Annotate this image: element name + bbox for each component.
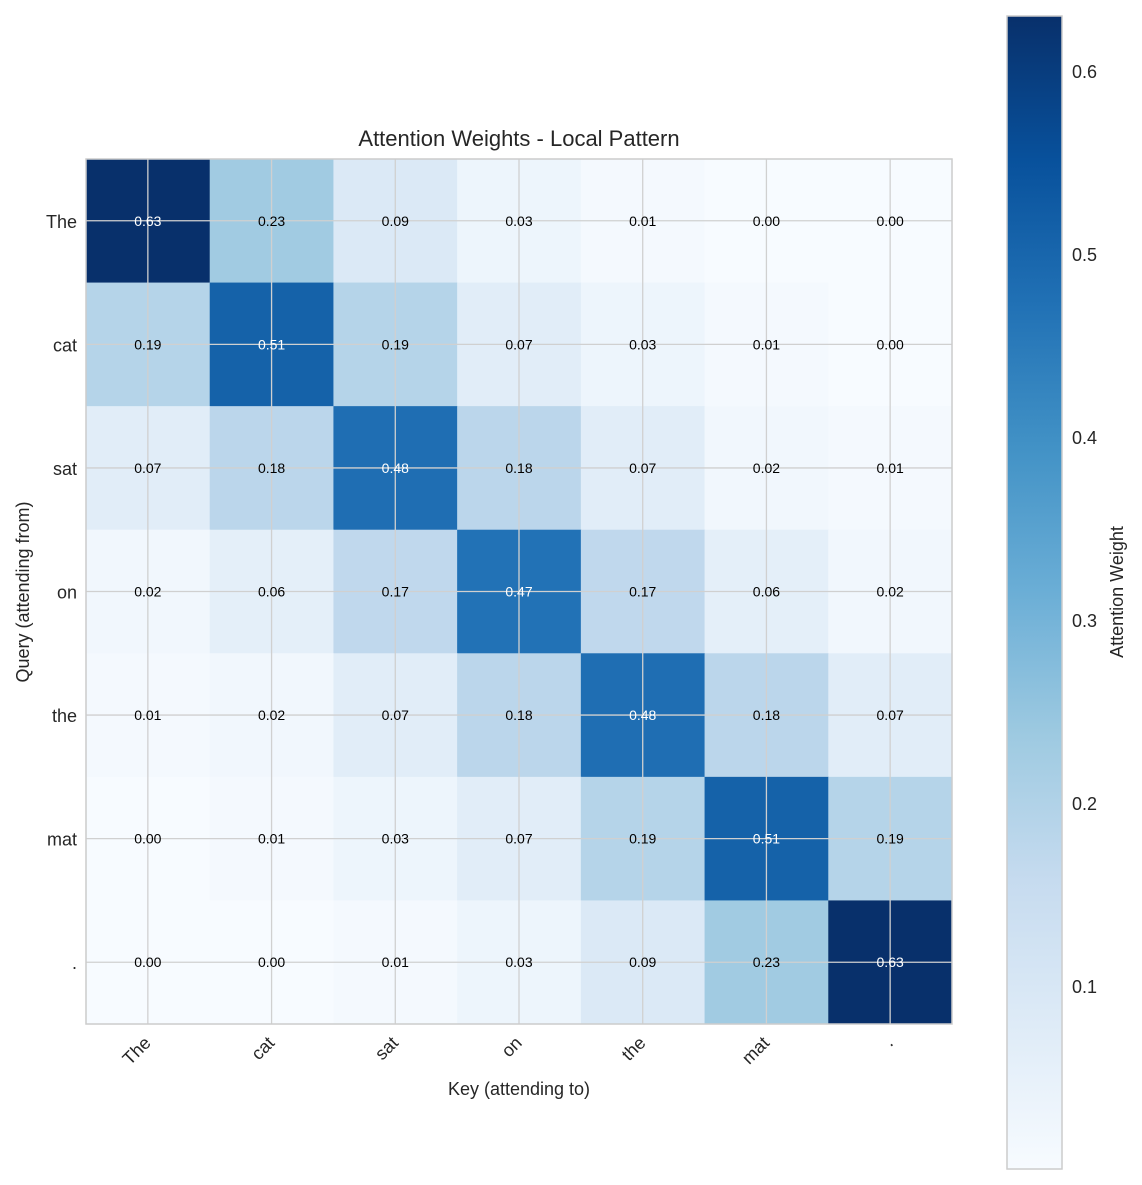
x-tick-label: mat (738, 1033, 773, 1068)
cell-value-label: 0.03 (629, 336, 656, 352)
cell-value-label: 0.01 (134, 707, 161, 723)
y-tick-labels: The cat sat on the mat. (46, 212, 77, 973)
cell-value-label: 0.03 (505, 213, 532, 229)
y-axis-label: Query (attending from) (13, 501, 33, 682)
x-tick-label: on (498, 1033, 526, 1061)
chart-title: Attention Weights - Local Pattern (358, 126, 679, 151)
cell-value-label: 0.07 (629, 460, 656, 476)
cell-value-label: 0.23 (753, 954, 780, 970)
cell-value-label: 0.18 (505, 460, 532, 476)
y-tick-label: on (57, 583, 77, 603)
cell-value-label: 0.06 (753, 584, 780, 600)
cell-value-label: 0.48 (382, 460, 409, 476)
cell-value-label: 0.18 (505, 707, 532, 723)
cell-value-label: 0.03 (382, 831, 409, 847)
heatmap-grid (86, 159, 952, 1024)
colorbar-tick-label: 0.1 (1072, 977, 1097, 997)
cell-value-label: 0.00 (134, 954, 161, 970)
cell-value-label: 0.01 (382, 954, 409, 970)
cell-value-label: 0.19 (382, 336, 409, 352)
cell-value-label: 0.23 (258, 213, 285, 229)
cell-value-label: 0.07 (505, 336, 532, 352)
cell-value-label: 0.03 (505, 954, 532, 970)
cell-value-label: 0.07 (505, 831, 532, 847)
cell-value-label: 0.06 (258, 584, 285, 600)
cell-value-label: 0.00 (134, 831, 161, 847)
cell-value-label: 0.19 (134, 336, 161, 352)
y-tick-label: the (52, 706, 77, 726)
colorbar-tick-label: 0.3 (1072, 611, 1097, 631)
colorbar-tick-label: 0.5 (1072, 245, 1097, 265)
cell-value-label: 0.09 (629, 954, 656, 970)
cell-value-label: 0.07 (382, 707, 409, 723)
y-tick-label: mat (47, 830, 77, 850)
x-tick-label: cat (247, 1033, 278, 1064)
cell-value-label: 0.17 (629, 584, 656, 600)
colorbar-tick-label: 0.6 (1072, 62, 1097, 82)
cell-value-label: 0.01 (258, 831, 285, 847)
cell-value-label: 0.09 (382, 213, 409, 229)
x-tick-labels: The cat sat on the mat. (119, 1033, 897, 1069)
colorbar-label: Attention Weight (1107, 526, 1127, 658)
colorbar-tick-label: 0.2 (1072, 794, 1097, 814)
x-tick-label: the (618, 1033, 650, 1065)
cell-value-label: 0.63 (134, 213, 161, 229)
x-tick-label: . (879, 1033, 897, 1051)
cell-value-label: 0.07 (877, 707, 904, 723)
cell-value-label: 0.19 (629, 831, 656, 847)
cell-value-label: 0.00 (258, 954, 285, 970)
y-tick-label: sat (53, 459, 77, 479)
heatmap-cell-labels: 0.63 0.23 0.09 0.03 0.01 0.00 0.00 0.19 0.51 0.19… (134, 213, 904, 970)
cell-value-label: 0.51 (258, 336, 285, 352)
y-tick-label: . (72, 953, 77, 973)
x-axis-label: Key (attending to) (448, 1079, 590, 1099)
y-tick-label: The (46, 212, 77, 232)
cell-value-label: 0.00 (877, 336, 904, 352)
cell-value-label: 0.01 (877, 460, 904, 476)
colorbar (1006, 15, 1063, 1170)
cell-value-label: 0.02 (877, 584, 904, 600)
cell-value-label: 0.18 (753, 707, 780, 723)
cell-value-label: 0.01 (629, 213, 656, 229)
cell-value-label: 0.02 (134, 584, 161, 600)
plot-frame (85, 158, 953, 1025)
colorbar-tick-labels: 0.1 0.2 0.3 0.4 0.5 0.6 (1072, 62, 1097, 997)
x-tick-label: sat (371, 1033, 402, 1064)
cell-value-label: 0.63 (877, 954, 904, 970)
x-tick-label: The (119, 1033, 155, 1069)
cell-value-label: 0.19 (877, 831, 904, 847)
cell-value-label: 0.02 (258, 707, 285, 723)
cell-value-label: 0.48 (629, 707, 656, 723)
cell-value-label: 0.00 (877, 213, 904, 229)
cell-value-label: 0.07 (134, 460, 161, 476)
cell-value-label: 0.51 (753, 831, 780, 847)
cell-value-label: 0.18 (258, 460, 285, 476)
cell-value-label: 0.17 (382, 584, 409, 600)
colorbar-tick-label: 0.4 (1072, 428, 1097, 448)
cell-value-label: 0.47 (505, 584, 532, 600)
cell-value-label: 0.01 (753, 336, 780, 352)
cell-value-label: 0.00 (753, 213, 780, 229)
y-tick-label: cat (53, 335, 77, 355)
cell-value-label: 0.02 (753, 460, 780, 476)
